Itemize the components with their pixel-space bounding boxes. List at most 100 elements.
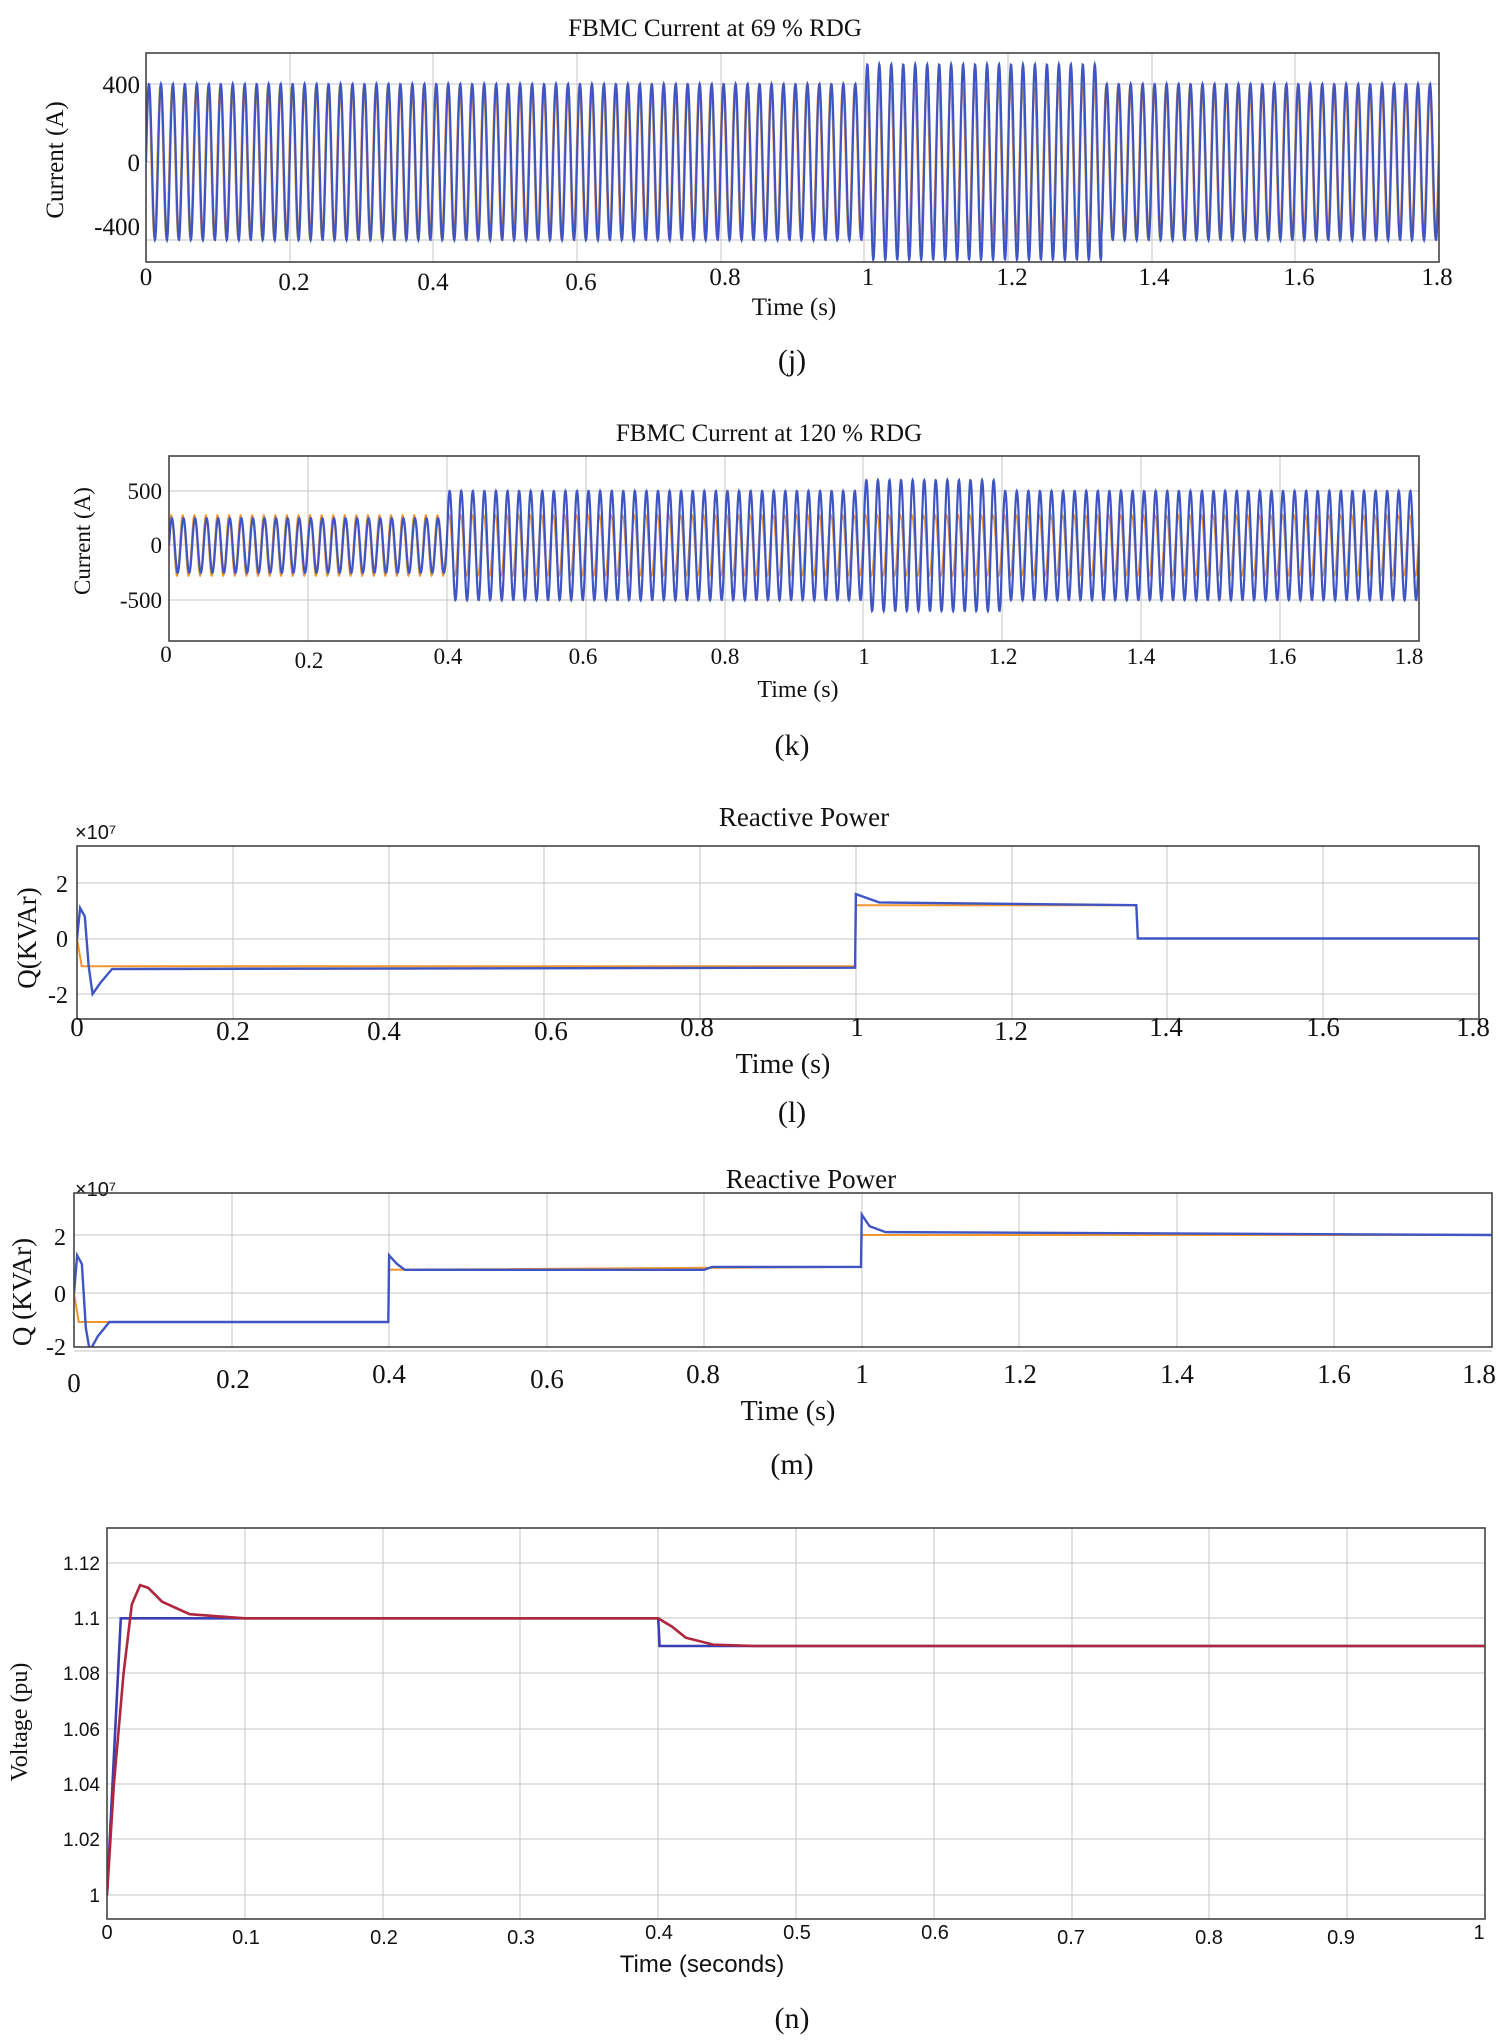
ytick-l-neg2: -2 bbox=[48, 983, 68, 1009]
chart-k-xticks: 0 0.2 0.4 0.6 0.8 1 1.2 1.4 1.6 1.8 bbox=[160, 642, 1423, 673]
xtick-n-0.1: 0.1 bbox=[232, 1927, 260, 1949]
chart-j-yticks: 400 0 -400 bbox=[94, 72, 140, 241]
xtick-m-0: 0 bbox=[67, 1368, 81, 1398]
xtick-j-1: 1 bbox=[862, 264, 875, 291]
xtick-m-1.6: 1.6 bbox=[1317, 1359, 1351, 1389]
chart-l-frame bbox=[76, 845, 1480, 1020]
xtick-l-0.2: 0.2 bbox=[216, 1016, 250, 1046]
chart-m-title: Reactive Power bbox=[726, 1164, 896, 1194]
chart-j-title: FBMC Current at 69 % RDG bbox=[568, 15, 862, 42]
xtick-n-0.7: 0.7 bbox=[1057, 1927, 1085, 1949]
xtick-m-0.6: 0.6 bbox=[530, 1364, 564, 1394]
xtick-l-1.2: 1.2 bbox=[994, 1016, 1028, 1046]
chart-l-ylabel: Q(KVAr) bbox=[12, 887, 42, 989]
chart-l-series-q bbox=[77, 892, 1479, 998]
xtick-m-0.4: 0.4 bbox=[372, 1359, 406, 1389]
chart-l-xlabel: Time (s) bbox=[736, 1049, 831, 1080]
chart-l-grid bbox=[77, 846, 1479, 1019]
chart-j-xticks: 0 0.2 0.4 0.6 0.8 1 1.2 1.4 1.6 1.8 bbox=[140, 264, 1453, 296]
panel-k: FBMC Current at 120 % RDG 500 0 -500 0 bbox=[70, 420, 1423, 762]
panel-n: 1.12 1.1 1.08 1.06 1.04 1.02 1 0 0.1 0.2… bbox=[7, 1527, 1486, 2035]
xtick-m-1.4: 1.4 bbox=[1160, 1359, 1194, 1389]
xtick-j-0: 0 bbox=[140, 264, 153, 291]
xtick-n-0: 0 bbox=[101, 1922, 112, 1944]
chart-k-caption: (k) bbox=[775, 729, 810, 762]
chart-j-series-current bbox=[146, 60, 1439, 262]
chart-k-series-current bbox=[169, 477, 1419, 614]
chart-m-series-reference bbox=[74, 1234, 1492, 1323]
chart-n-xticks: 0 0.1 0.2 0.3 0.4 0.5 0.6 0.7 0.8 0.9 1 bbox=[101, 1922, 1484, 1949]
chart-n-frame bbox=[106, 1527, 1486, 1920]
xtick-l-0.6: 0.6 bbox=[534, 1016, 568, 1046]
xtick-n-0.9: 0.9 bbox=[1327, 1927, 1355, 1949]
chart-n-yticks: 1.12 1.1 1.08 1.06 1.04 1.02 1 bbox=[63, 1554, 100, 1907]
panel-j: FBMC Current at 69 % RDG 400 0 -400 0 0 bbox=[42, 15, 1453, 377]
chart-k-frame bbox=[168, 455, 1420, 642]
xtick-k-0.2: 0.2 bbox=[295, 648, 324, 673]
ytick-k-neg500: -500 bbox=[120, 588, 162, 613]
chart-k-ylabel: Current (A) bbox=[70, 487, 95, 595]
chart-n-ylabel: Voltage (pu) bbox=[7, 1663, 33, 1782]
chart-n-series-measured bbox=[107, 1583, 1485, 1896]
xtick-n-0.2: 0.2 bbox=[370, 1927, 398, 1949]
chart-m-series-q bbox=[74, 1210, 1492, 1347]
xtick-l-0.8: 0.8 bbox=[680, 1012, 714, 1042]
ytick-j-0: 0 bbox=[128, 150, 141, 177]
xtick-l-1.8: 1.8 bbox=[1456, 1012, 1490, 1042]
xtick-m-1.8: 1.8 bbox=[1462, 1359, 1496, 1389]
chart-j-xlabel: Time (s) bbox=[752, 294, 837, 321]
xtick-j-0.8: 0.8 bbox=[709, 264, 740, 291]
ytick-m-0: 0 bbox=[54, 1282, 66, 1308]
ytick-n-1.12: 1.12 bbox=[63, 1554, 100, 1575]
ytick-n-1: 1 bbox=[89, 1886, 100, 1907]
ytick-m-neg2: -2 bbox=[46, 1335, 66, 1361]
ytick-l-2: 2 bbox=[56, 872, 68, 898]
xtick-k-1: 1 bbox=[858, 644, 870, 669]
xtick-j-1.6: 1.6 bbox=[1283, 264, 1314, 291]
panel-l: ×10⁷ Reactive Power 2 0 -2 0 0.2 bbox=[12, 802, 1490, 1129]
xtick-n-1: 1 bbox=[1473, 1922, 1484, 1944]
chart-n-grid bbox=[107, 1528, 1485, 1919]
chart-k-yticks: 500 0 -500 bbox=[120, 479, 162, 613]
xtick-j-1.2: 1.2 bbox=[996, 264, 1027, 291]
xtick-j-0.2: 0.2 bbox=[278, 269, 309, 296]
ytick-k-500: 500 bbox=[128, 479, 163, 504]
xtick-n-0.4: 0.4 bbox=[645, 1922, 673, 1944]
ytick-n-1.06: 1.06 bbox=[63, 1720, 100, 1741]
chart-k-title: FBMC Current at 120 % RDG bbox=[616, 420, 922, 447]
xtick-j-1.8: 1.8 bbox=[1421, 264, 1452, 291]
xtick-l-1.4: 1.4 bbox=[1149, 1012, 1183, 1042]
chart-j-frame bbox=[145, 52, 1440, 263]
chart-j-caption: (j) bbox=[778, 344, 806, 377]
xtick-m-0.8: 0.8 bbox=[686, 1359, 720, 1389]
chart-m-yticks: 2 0 -2 bbox=[46, 1225, 66, 1361]
xtick-n-0.5: 0.5 bbox=[783, 1922, 811, 1944]
chart-m-multiplier: ×10⁷ bbox=[75, 1179, 116, 1201]
xtick-j-0.6: 0.6 bbox=[565, 269, 596, 296]
chart-n-caption: (n) bbox=[775, 2002, 810, 2035]
xtick-k-1.8: 1.8 bbox=[1395, 644, 1424, 669]
xtick-l-1.6: 1.6 bbox=[1306, 1012, 1340, 1042]
chart-m-grid bbox=[74, 1193, 1492, 1352]
xtick-k-1.6: 1.6 bbox=[1268, 644, 1297, 669]
chart-l-yticks: 2 0 -2 bbox=[48, 872, 68, 1009]
chart-l-series-reference bbox=[77, 904, 1479, 968]
chart-l-title: Reactive Power bbox=[719, 802, 889, 832]
xtick-k-0: 0 bbox=[160, 642, 172, 667]
xtick-n-0.6: 0.6 bbox=[921, 1922, 949, 1944]
xtick-n-0.8: 0.8 bbox=[1195, 1927, 1223, 1949]
chart-m-ylabel: Q (KVAr) bbox=[7, 1238, 37, 1346]
ytick-n-1.08: 1.08 bbox=[63, 1664, 100, 1685]
xtick-k-0.6: 0.6 bbox=[569, 644, 598, 669]
xtick-m-1.2: 1.2 bbox=[1003, 1359, 1037, 1389]
xtick-l-0.4: 0.4 bbox=[367, 1016, 401, 1046]
xtick-k-1.4: 1.4 bbox=[1127, 644, 1156, 669]
chart-m-caption: (m) bbox=[770, 1448, 813, 1481]
xtick-k-0.8: 0.8 bbox=[711, 644, 740, 669]
xtick-n-0.3: 0.3 bbox=[507, 1927, 535, 1949]
chart-l-multiplier: ×10⁷ bbox=[75, 822, 116, 844]
xtick-l-0: 0 bbox=[70, 1012, 84, 1042]
chart-l-xticks: 0 0.2 0.4 0.6 0.8 1 1.2 1.4 1.6 1.8 bbox=[70, 1012, 1490, 1046]
ytick-j-400: 400 bbox=[103, 72, 141, 99]
